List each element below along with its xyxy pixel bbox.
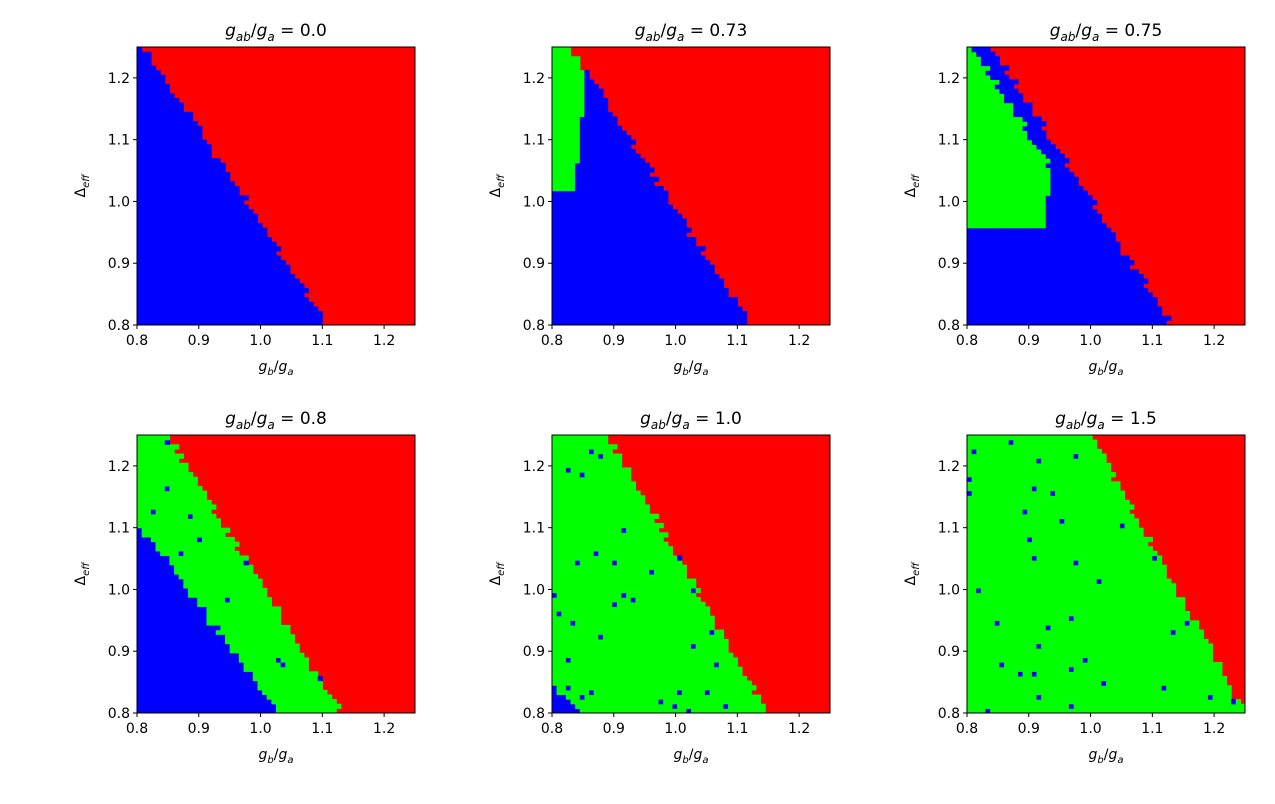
panel-title: gab/ga = 0.73: [635, 21, 748, 44]
y-tick-label: 0.8: [938, 706, 960, 722]
y-tick-label: 1.2: [523, 459, 545, 475]
x-tick-label: 1.2: [788, 721, 810, 737]
y-tick-label: 0.9: [523, 644, 545, 660]
y-tick-label: 0.9: [523, 256, 545, 272]
y-tick-label: 0.8: [523, 706, 545, 722]
y-axis-label: Δeff: [73, 561, 92, 586]
heatmap-cells: [137, 47, 415, 326]
x-axis-label: gb/ga: [674, 747, 709, 766]
y-tick-label: 0.8: [938, 318, 960, 334]
y-tick-label: 1.2: [523, 71, 545, 87]
y-tick-label: 1.0: [938, 194, 960, 210]
heatmap-cells: [967, 47, 1245, 326]
x-tick-label: 1.2: [1203, 721, 1225, 737]
y-tick-label: 1.1: [523, 521, 545, 537]
y-tick-label: 1.1: [938, 133, 960, 149]
x-tick-label: 0.9: [1018, 721, 1040, 737]
heatmap-cells: [137, 435, 415, 714]
y-tick-label: 0.8: [108, 318, 130, 334]
y-tick-label: 1.0: [938, 582, 960, 598]
x-tick-label: 0.9: [603, 721, 625, 737]
x-tick-label: 0.8: [126, 333, 148, 349]
y-axis-label: Δeff: [488, 173, 507, 198]
x-tick-label: 1.0: [1079, 333, 1101, 349]
x-tick-label: 0.9: [188, 721, 210, 737]
x-tick-label: 0.8: [541, 333, 563, 349]
x-axis-label: gb/ga: [1089, 747, 1124, 766]
heatmap-panel-5: 0.8 0.9 1.0 1.1 1.2 0.8 0.9 1.0 1.1 1.2 gb/ga Δeff g…: [488, 409, 830, 766]
y-tick-label: 1.2: [108, 459, 130, 475]
y-axis-label: Δeff: [488, 561, 507, 586]
panel-title: gab/ga = 0.75: [1050, 21, 1163, 44]
panel-title: gab/ga = 1.0: [640, 409, 742, 432]
y-tick-label: 1.0: [523, 194, 545, 210]
y-tick-label: 0.9: [108, 256, 130, 272]
x-tick-label: 1.0: [664, 721, 686, 737]
x-tick-label: 0.8: [956, 333, 978, 349]
heatmap-cells: [552, 47, 830, 326]
y-tick-label: 0.9: [938, 644, 960, 660]
y-tick-label: 1.0: [523, 582, 545, 598]
y-tick-label: 1.1: [108, 133, 130, 149]
x-tick-label: 1.1: [311, 333, 333, 349]
x-tick-label: 1.0: [664, 333, 686, 349]
y-tick-label: 1.0: [108, 582, 130, 598]
y-axis-label: Δeff: [903, 173, 922, 198]
y-axis-label: Δeff: [903, 561, 922, 586]
x-tick-label: 0.9: [188, 333, 210, 349]
y-tick-label: 1.2: [108, 71, 130, 87]
panel-title: gab/ga = 0.8: [225, 409, 327, 432]
x-tick-label: 1.1: [726, 721, 748, 737]
x-tick-label: 1.0: [249, 721, 271, 737]
y-tick-label: 1.1: [523, 133, 545, 149]
heatmap-panel-4: 0.8 0.9 1.0 1.1 1.2 0.8 0.9 1.0 1.1 1.2 gb/ga Δeff g…: [73, 409, 415, 766]
x-tick-label: 0.9: [603, 333, 625, 349]
x-tick-label: 0.8: [126, 721, 148, 737]
x-tick-label: 1.0: [249, 333, 271, 349]
y-tick-label: 1.2: [938, 459, 960, 475]
x-axis-label: gb/ga: [674, 359, 709, 378]
x-tick-label: 1.1: [311, 721, 333, 737]
x-tick-label: 1.2: [788, 333, 810, 349]
x-axis-label: gb/ga: [259, 747, 294, 766]
y-tick-label: 0.9: [938, 256, 960, 272]
x-tick-label: 1.0: [1079, 721, 1101, 737]
x-tick-label: 1.1: [1141, 333, 1163, 349]
heatmap-panel-2: 0.8 0.9 1.0 1.1 1.2 0.8 0.9 1.0 1.1 1.2 gb/ga Δeff g…: [488, 21, 830, 378]
x-axis-label: gb/ga: [1089, 359, 1124, 378]
panel-title: gab/ga = 0.0: [225, 21, 327, 44]
y-axis-label: Δeff: [73, 173, 92, 198]
panel-title: gab/ga = 1.5: [1055, 409, 1157, 432]
y-tick-label: 1.1: [938, 521, 960, 537]
y-tick-label: 1.1: [108, 521, 130, 537]
heatmap-panel-6: 0.8 0.9 1.0 1.1 1.2 0.8 0.9 1.0 1.1 1.2 gb/ga Δeff g…: [903, 409, 1246, 766]
x-tick-label: 1.1: [1141, 721, 1163, 737]
heatmap-panel-3: 0.8 0.9 1.0 1.1 1.2 0.8 0.9 1.0 1.1 1.2 gb/ga Δeff g…: [903, 21, 1245, 378]
x-axis-label: gb/ga: [259, 359, 294, 378]
x-tick-label: 1.2: [373, 721, 395, 737]
x-tick-label: 0.9: [1018, 333, 1040, 349]
x-tick-label: 0.8: [541, 721, 563, 737]
y-tick-label: 1.2: [938, 71, 960, 87]
x-tick-label: 0.8: [956, 721, 978, 737]
y-tick-label: 1.0: [108, 194, 130, 210]
y-tick-label: 0.8: [523, 318, 545, 334]
y-tick-label: 0.9: [108, 644, 130, 660]
x-tick-label: 1.1: [726, 333, 748, 349]
heatmap-cells: [552, 435, 830, 714]
heatmap-panel-1: 0.8 0.9 1.0 1.1 1.2 0.8 0.9 1.0 1.1 1.2 gb/ga Δeff g…: [73, 21, 415, 378]
heatmap-cells: [967, 435, 1246, 714]
x-tick-label: 1.2: [373, 333, 395, 349]
x-tick-label: 1.2: [1203, 333, 1225, 349]
y-tick-label: 0.8: [108, 706, 130, 722]
